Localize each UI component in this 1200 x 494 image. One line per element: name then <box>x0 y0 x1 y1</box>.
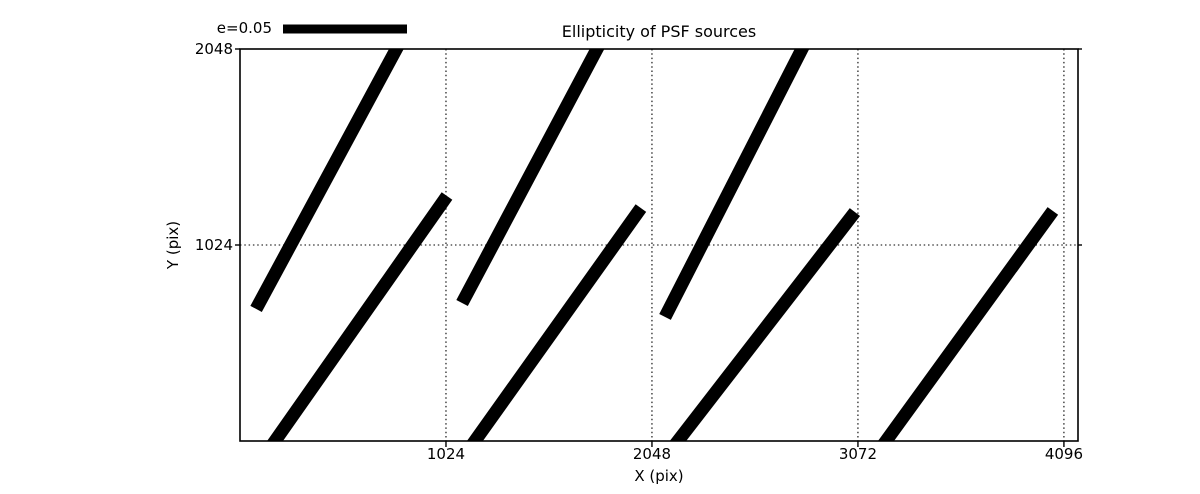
tick-marks <box>235 48 1082 447</box>
whisker-line <box>456 49 605 307</box>
whisker-line <box>877 207 1059 441</box>
y-axis-label: Y (pix) <box>164 221 182 270</box>
legend: e=0.05 <box>217 19 407 37</box>
whisker-line <box>267 192 453 441</box>
x-tick-label: 1024 <box>427 445 465 463</box>
y-tick-label: 1024 <box>195 236 233 254</box>
x-tick-label: 4096 <box>1045 445 1083 463</box>
whisker-line <box>466 204 647 441</box>
whisker-series <box>250 49 1059 441</box>
legend-key-bar <box>283 24 407 34</box>
legend-label: e=0.05 <box>217 19 272 37</box>
y-tick-label: 2048 <box>195 40 233 58</box>
plot-title: Ellipticity of PSF sources <box>562 22 756 41</box>
whisker-line <box>250 49 404 313</box>
gridlines <box>240 48 1078 441</box>
x-tick-label: 3072 <box>839 445 877 463</box>
tick-labels: 1024 2048 3072 4096 1024 2048 <box>195 40 1083 463</box>
whisker-line <box>669 208 861 441</box>
whisker-line <box>659 49 810 320</box>
x-tick-label: 2048 <box>633 445 671 463</box>
x-axis-label: X (pix) <box>634 467 683 485</box>
